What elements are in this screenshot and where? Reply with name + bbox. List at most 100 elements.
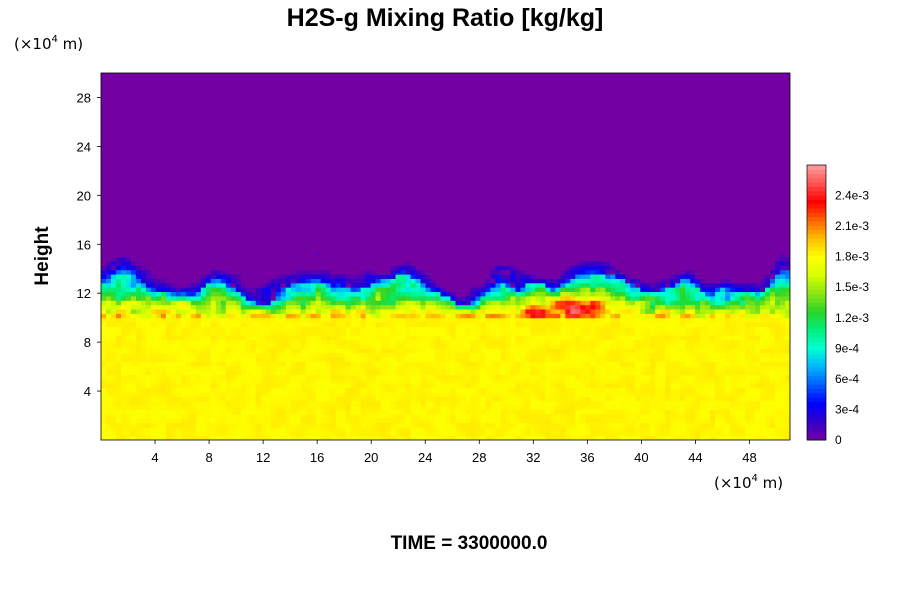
heatmap-cell <box>270 225 277 231</box>
heatmap-cell <box>155 287 162 293</box>
heatmap-cell <box>165 365 172 371</box>
heatmap-cell <box>105 107 112 113</box>
heatmap-field <box>101 73 790 440</box>
heatmap-cell <box>375 204 382 210</box>
heatmap-cell <box>235 156 242 161</box>
heatmap-cell <box>390 90 397 96</box>
heatmap-cell <box>230 352 237 358</box>
heatmap-cell <box>350 230 357 236</box>
heatmap-cell <box>285 269 292 275</box>
heatmap-cell <box>220 160 227 166</box>
heatmap-cell <box>380 282 387 288</box>
heatmap-cell <box>110 273 117 279</box>
heatmap-cell <box>315 125 322 131</box>
heatmap-cell <box>170 326 177 332</box>
heatmap-cell <box>170 431 177 437</box>
heatmap-cell <box>101 278 107 284</box>
heatmap-cell <box>245 405 252 411</box>
heatmap-cell <box>290 217 297 223</box>
heatmap-cell <box>315 256 322 262</box>
heatmap-cell <box>305 234 312 240</box>
heatmap-cell <box>305 204 312 210</box>
heatmap-cell <box>335 151 342 157</box>
heatmap-cell <box>150 107 157 113</box>
heatmap-cell <box>210 225 217 231</box>
heatmap-cell <box>335 326 342 332</box>
heatmap-cell <box>390 129 397 135</box>
heatmap-cell <box>165 273 172 279</box>
heatmap-cell <box>205 138 212 144</box>
heatmap-cell <box>170 160 177 166</box>
heatmap-cell <box>185 225 192 231</box>
heatmap-cell <box>150 426 157 432</box>
heatmap-cell <box>215 107 222 113</box>
heatmap-cell <box>370 365 377 371</box>
heatmap-cell <box>300 313 307 319</box>
heatmap-cell <box>175 156 182 161</box>
heatmap-cell <box>290 86 297 92</box>
heatmap-cell <box>215 164 222 170</box>
heatmap-cell <box>365 431 372 437</box>
heatmap-cell <box>385 370 392 376</box>
heatmap-cell <box>290 204 297 210</box>
heatmap-cell <box>200 204 207 210</box>
heatmap-cell <box>365 418 372 424</box>
heatmap-cell <box>355 164 362 170</box>
heatmap-cell <box>350 204 357 210</box>
heatmap-cell <box>101 81 107 87</box>
heatmap-cell <box>285 317 292 323</box>
heatmap-cell <box>250 225 257 231</box>
heatmap-cell <box>235 230 242 236</box>
heatmap-cell <box>190 252 197 258</box>
heatmap-cell <box>105 426 112 432</box>
heatmap-cell <box>320 317 327 323</box>
heatmap-cell <box>270 156 277 161</box>
heatmap-cell <box>235 160 242 166</box>
heatmap-cell <box>360 129 367 135</box>
heatmap-cell <box>125 304 132 310</box>
heatmap-cell <box>165 405 172 411</box>
heatmap-cell <box>155 352 162 358</box>
heatmap-cell <box>165 103 172 109</box>
heatmap-cell <box>115 287 122 293</box>
heatmap-cell <box>325 217 332 223</box>
heatmap-cell <box>101 142 107 148</box>
heatmap-cell <box>310 295 317 301</box>
heatmap-cell <box>270 147 277 153</box>
heatmap-cell <box>280 435 287 440</box>
heatmap-cell <box>270 335 277 341</box>
heatmap-cell <box>210 116 217 122</box>
heatmap-cell <box>175 339 182 345</box>
heatmap-cell <box>200 103 207 109</box>
heatmap-cell <box>205 291 212 297</box>
heatmap-cell <box>300 73 307 78</box>
heatmap-cell <box>315 81 322 87</box>
heatmap-cell <box>235 73 242 78</box>
heatmap-cell <box>185 322 192 328</box>
heatmap-cell <box>200 339 207 345</box>
heatmap-cell <box>150 308 157 314</box>
heatmap-cell <box>315 77 322 83</box>
heatmap-cell <box>150 387 157 393</box>
heatmap-cell <box>375 77 382 83</box>
heatmap-cell <box>340 291 347 297</box>
heatmap-cell <box>135 348 142 354</box>
heatmap-cell <box>325 121 332 127</box>
heatmap-cell <box>340 269 347 275</box>
heatmap-cell <box>195 94 202 100</box>
heatmap-cell <box>130 287 137 293</box>
heatmap-cell <box>230 308 237 314</box>
heatmap-cell <box>115 173 122 179</box>
heatmap-cell <box>110 361 117 367</box>
heatmap-cell <box>345 234 352 240</box>
heatmap-cell <box>105 173 112 179</box>
heatmap-cell <box>125 147 132 153</box>
heatmap-cell <box>101 204 107 210</box>
heatmap-cell <box>170 217 177 223</box>
heatmap-cell <box>200 247 207 253</box>
heatmap-cell <box>355 247 362 253</box>
heatmap-cell <box>145 86 152 92</box>
heatmap-cell <box>215 348 222 354</box>
heatmap-cell <box>320 234 327 240</box>
heatmap-cell <box>215 313 222 319</box>
